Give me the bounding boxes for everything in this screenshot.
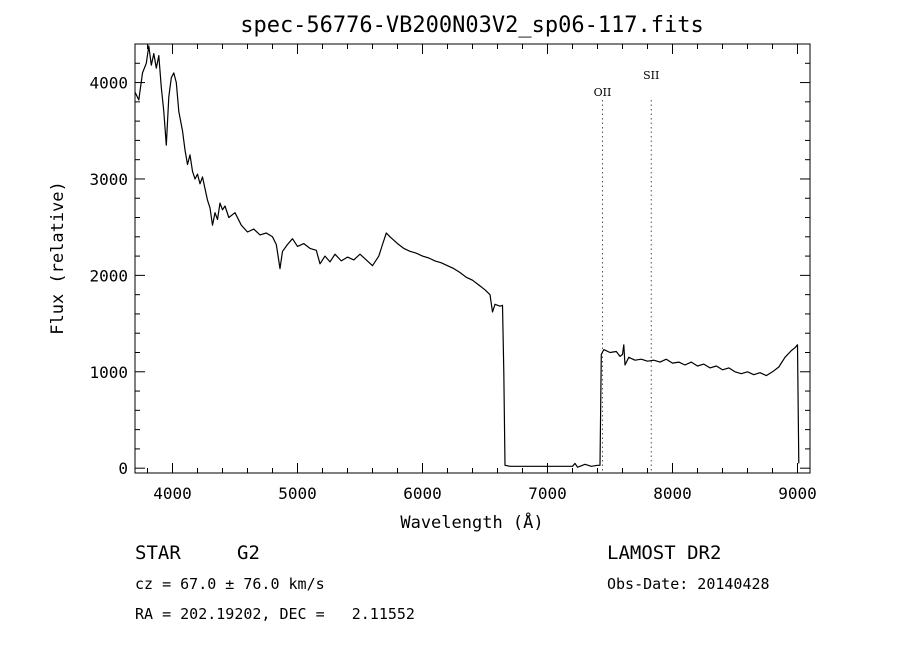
- line-marker-label: SII: [643, 69, 659, 82]
- x-tick-label: 8000: [653, 484, 692, 503]
- x-tick-label: 6000: [403, 484, 442, 503]
- spectrum-series: [134, 45, 800, 468]
- x-tick-label: 4000: [153, 484, 192, 503]
- plot-frame: [134, 43, 811, 474]
- object-class: STAR: [135, 542, 181, 564]
- y-axis-label: Flux (relative): [48, 181, 68, 335]
- y-tick-label: 3000: [89, 170, 128, 189]
- y-axis-ticks: 0 1000 2000 3000 4000: [89, 43, 810, 478]
- x-axis-label: Wavelength (Å): [400, 511, 543, 533]
- x-tick-label: 7000: [528, 484, 567, 503]
- ra-dec-coordinates: RA = 202.19202, DEC = 2.11552: [135, 605, 415, 623]
- spectral-line-markers: OII SII: [594, 69, 659, 473]
- object-subclass: G2: [237, 542, 260, 564]
- spectrum-line: [134, 45, 800, 468]
- x-tick-label: 5000: [278, 484, 317, 503]
- redshift-cz: cz = 67.0 ± 76.0 km/s: [135, 575, 325, 593]
- survey-name: LAMOST DR2: [607, 542, 721, 564]
- observation-date: Obs-Date: 20140428: [607, 575, 770, 593]
- y-tick-label: 2000: [89, 266, 128, 285]
- chart-title: spec-56776-VB200N03V2_sp06-117.fits: [240, 13, 704, 38]
- line-marker-label: OII: [594, 86, 612, 99]
- y-tick-label: 1000: [89, 363, 128, 382]
- x-tick-label: 9000: [778, 484, 817, 503]
- x-axis-ticks: 4000 5000 6000 7000 8000 9000: [147, 44, 817, 503]
- y-tick-label: 0: [118, 459, 128, 478]
- y-tick-label: 4000: [89, 74, 128, 93]
